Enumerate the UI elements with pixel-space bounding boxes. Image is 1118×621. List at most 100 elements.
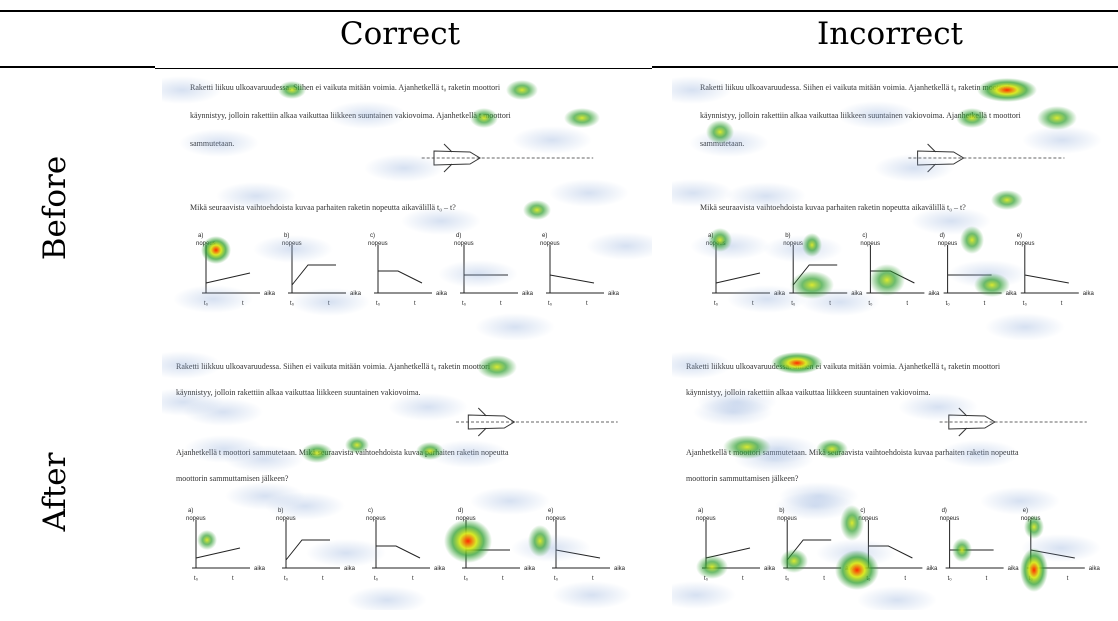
stimulus-line-1: Raketti liikuu ulkoavaruudessa. Siihen e… [700,83,1011,92]
option-letter: c) [860,508,865,514]
rocket-fin [477,427,487,437]
heat-spot [952,538,972,562]
fixation-haze [290,288,370,316]
fixation-haze [253,235,333,263]
t1-label: t [1061,301,1063,307]
heat-spot [835,550,879,590]
t1-label: t [412,576,414,582]
stimulus-question: Mikä seuraavista vaihtoehdoista kuvaa pa… [700,203,966,212]
fixation-haze [306,539,386,567]
fixation-haze [401,207,481,235]
heat-spot [477,355,517,379]
t0-label: t₀ [374,576,379,582]
option-letter: d) [940,233,945,239]
fixation-haze [179,129,259,157]
y-axis-label: nopeus [858,516,878,522]
x-axis-label: aika [436,291,448,297]
x-axis-label: aika [1008,566,1020,572]
option-letter: e) [1017,233,1022,239]
heat-spot [301,443,333,463]
column-header-correct: Correct [339,16,461,52]
option-curve [285,539,330,561]
t1-label: t [904,576,906,582]
heat-spot [723,435,771,459]
heatmap-before-correct: Raketti liikuu ulkoavaruudessa. Siihen e… [162,70,652,340]
fixation-haze [162,388,223,416]
fixation-haze [429,440,509,468]
fixation-haze [552,581,632,609]
option-letter: e) [548,508,553,514]
option-letter: b) [785,233,790,239]
header-rule-mid [155,68,652,69]
t1-label: t [500,301,502,307]
x-axis-label: aika [344,566,356,572]
heat-spot [564,108,600,128]
t1-label: t [823,576,825,582]
heat-spot [802,233,822,257]
t1-label: t [502,576,504,582]
stimulus-line-2: käynnistyy, jolloin rakettiin alkaa vaik… [686,388,931,397]
column-header-incorrect: Incorrect [816,16,964,52]
fixation-haze [327,101,407,129]
stimulus-line-1: Raketti liikuu ulkoavaruudessa. Siihen e… [190,83,501,92]
fixation-haze [1022,126,1102,154]
t0-label: t₀ [714,301,719,307]
heat-spot [780,549,808,573]
t0-label: t₀ [194,576,199,582]
heatmap-after-correct: Raketti liikkuu ulkoavaruudessa. Siihen … [162,345,652,610]
heat-spot [523,200,551,220]
fixation-haze [173,285,253,313]
fixation-haze [388,393,468,421]
stimulus-question: Mikä seuraavista vaihtoehdoista kuvaa pa… [190,203,456,212]
heat-spot [470,108,498,128]
y-axis-label: nopeus [696,516,716,522]
fixation-haze [364,154,444,182]
y-axis-label: nopeus [186,516,206,522]
heat-spot [197,530,217,550]
t0-label: t₀ [548,301,553,307]
heat-spot [956,108,988,128]
option-letter: a) [698,508,703,514]
heat-spot [706,120,734,144]
heat-spot [790,271,834,299]
t0-label: t₀ [462,301,467,307]
top-rule [0,10,1118,12]
rocket-icon [467,414,516,430]
t1-label: t [1067,576,1069,582]
stimulus-line-2: käynnistyy, jolloin rakettiin alkaa vaik… [176,388,421,397]
x-axis-label: aika [264,291,276,297]
t0-label: t₀ [554,576,559,582]
option-curve [1024,274,1069,284]
x-axis-label: aika [1006,291,1018,297]
y-axis-label: nopeus [777,516,797,522]
rocket-fin [958,427,968,437]
fixation-haze [672,179,733,207]
y-axis-label: nopeus [368,241,388,247]
x-axis-label: aika [608,291,620,297]
heatmap-before-incorrect: Raketti liikuu ulkoavaruudessa. Siihen e… [672,70,1118,340]
option-letter: a) [188,508,193,514]
fixation-haze [874,154,954,182]
stimulus-page: Raketti liikkuu ulkoavaruudessa. Siihen … [176,362,626,582]
stimulus-question-1: Ajanhetkellä t moottori sammutetaan. Mik… [686,448,1019,457]
option-curve [376,545,421,559]
heat-spot [1020,548,1048,592]
y-axis-label: nopeus [456,516,476,522]
heat-spot [201,236,231,264]
y-axis-label: nopeus [938,241,958,247]
heat-spot [416,442,444,460]
heat-spot [345,436,369,454]
heat-spot [771,352,823,374]
rocket-fin [443,143,453,153]
t1-label: t [984,301,986,307]
rocket-icon [948,414,996,430]
heat-spot [977,78,1037,102]
fixation-haze [857,586,937,610]
heatmap-svg: Raketti liikkuu ulkoavaruudessa. Siihen … [672,351,1101,610]
option-curve [291,264,336,286]
fixation-haze [586,232,652,260]
fixation-haze [980,487,1060,515]
y-axis-label: nopeus [940,516,960,522]
stimulus-question-2: moottorin sammuttamisen jälkeen? [686,474,799,483]
y-axis-label: nopeus [546,516,566,522]
